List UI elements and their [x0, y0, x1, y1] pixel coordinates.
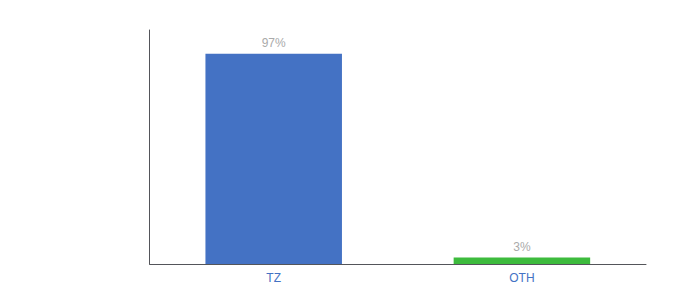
svg-text:3%: 3%	[513, 240, 531, 254]
svg-text:OTH: OTH	[509, 271, 534, 285]
svg-text:97%: 97%	[262, 36, 286, 50]
svg-text:TZ: TZ	[266, 271, 281, 285]
